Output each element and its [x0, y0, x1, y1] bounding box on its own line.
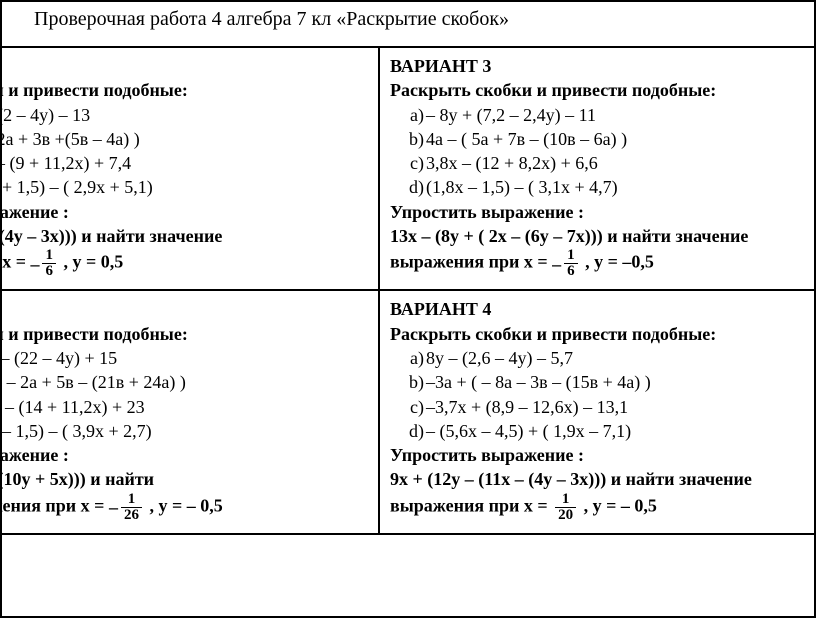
- list-item: а – ( 2а + 3в +(5в – 4а) ): [0, 127, 368, 151]
- tail-pre: ие выражения при х =: [0, 495, 109, 515]
- frac-num: 1: [564, 248, 578, 264]
- item-text: 8у – (2,6 – 4у) – 5,7: [426, 348, 573, 368]
- frac-num: 1: [555, 492, 576, 508]
- tail-pre: выражения при х =: [390, 495, 552, 515]
- item-text: –3а + ( – 8а – 3в – (15в + 4а) ): [426, 372, 651, 392]
- tail-line: ие выражения при х = –126 , у = – 0,5: [0, 492, 368, 523]
- list-item: 8,3х – (9 + 11,2х) + 7,4: [0, 151, 368, 175]
- tail-line: ения при х = –16 , у = 0,5: [0, 248, 368, 279]
- item-letter: a): [404, 103, 424, 127]
- cell-variant-1: АНТ 1 ть скобки и привести подобные: 5у …: [0, 47, 379, 290]
- tail-line: выражения при х = 120 , у = – 0,5: [390, 492, 806, 523]
- list-item: –9,5х – (14 + 11,2х) + 23: [0, 395, 368, 419]
- task2-label: тить выражение :: [0, 443, 368, 467]
- item-letter: d): [404, 419, 424, 443]
- expr-line: 13х – (8у + ( 2х – (6у – 7х))) и найти з…: [390, 224, 806, 248]
- fraction: 120: [555, 492, 576, 523]
- variant-heading: АНТ 2: [0, 297, 368, 321]
- list-item: b)–3а + ( – 8а – 3в – (15в + 4а) ): [426, 370, 806, 394]
- item-text: 4а – ( 5а + 7в – (10в – 6а) ): [426, 129, 627, 149]
- tail-pre: ения при х =: [0, 252, 30, 272]
- task2-label: Упростить выражение :: [390, 443, 806, 467]
- variant-heading: АНТ 1: [0, 54, 368, 78]
- list-item: (0,6х + 1,5) – ( 2,9х + 5,1): [0, 175, 368, 199]
- item-text: 6а + ( – 2а + 5в – (21в + 24а) ): [0, 372, 186, 392]
- list-item: a)8у – (2,6 – 4у) – 5,7: [426, 346, 806, 370]
- item-text: – 8у + (7,2 – 2,4у) – 11: [426, 105, 596, 125]
- item-letter: b): [404, 127, 424, 151]
- worksheet-page: Проверочная работа 4 алгебра 7 кл «Раскр…: [0, 0, 816, 618]
- frac-den: 6: [564, 264, 578, 279]
- list-item: b)4а – ( 5а + 7в – (10в – 6а) ): [426, 127, 806, 151]
- item-letter: b): [404, 370, 424, 394]
- minus-sign: –: [30, 252, 39, 276]
- tail-post: , у = – 0,5: [145, 495, 223, 515]
- items-list: 5у + (2 – 4у) – 13 а – ( 2а + 3в +(5в – …: [0, 103, 368, 200]
- list-item: (2,1х – 1,5) – ( 3,9х + 2,7): [0, 419, 368, 443]
- items-list: –15у – (22 – 4у) + 15 6а + ( – 2а + 5в –…: [0, 346, 368, 443]
- cell-variant-2: АНТ 2 ть скобки и привести подобные: –15…: [0, 290, 379, 533]
- item-text: 8,3х – (9 + 11,2х) + 7,4: [0, 153, 131, 173]
- item-text: –9,5х – (14 + 11,2х) + 23: [0, 397, 145, 417]
- fraction: 126: [121, 492, 142, 523]
- expr-line: у – ( 7х – (10у + 5х))) и найти: [0, 467, 368, 491]
- tail-post: , у = 0,5: [59, 252, 123, 272]
- tail-post: , у = – 0,5: [579, 495, 657, 515]
- task2-label: тить выражение :: [0, 200, 368, 224]
- frac-num: 1: [121, 492, 142, 508]
- item-letter: c): [404, 395, 424, 419]
- cell-variant-4: ВАРИАНТ 4 Раскрыть скобки и привести под…: [379, 290, 816, 533]
- task2-label: Упростить выражение :: [390, 200, 806, 224]
- item-letter: d): [404, 175, 424, 199]
- item-text: (2,1х – 1,5) – ( 3,9х + 2,7): [0, 421, 152, 441]
- task1-label: ть скобки и привести подобные:: [0, 78, 368, 102]
- cell-variant-3: ВАРИАНТ 3 Раскрыть скобки и привести под…: [379, 47, 816, 290]
- list-item: c)3,8х – (12 + 8,2х) + 6,6: [426, 151, 806, 175]
- tail-post: , у = –0,5: [581, 252, 654, 272]
- item-text: –15у – (22 – 4у) + 15: [0, 348, 117, 368]
- item-text: а – ( 2а + 3в +(5в – 4а) ): [0, 129, 140, 149]
- list-item: c)–3,7х + (8,9 – 12,6х) – 13,1: [426, 395, 806, 419]
- expr-line: у + ( 5х – (4у – 3х))) и найти значение: [0, 224, 368, 248]
- item-text: 5у + (2 – 4у) – 13: [0, 105, 90, 125]
- list-item: a)– 8у + (7,2 – 2,4у) – 11: [426, 103, 806, 127]
- task1-label: Раскрыть скобки и привести подобные:: [390, 78, 806, 102]
- list-item: d)– (5,6х – 4,5) + ( 1,9х – 7,1): [426, 419, 806, 443]
- items-list: a)– 8у + (7,2 – 2,4у) – 11 b)4а – ( 5а +…: [390, 103, 806, 200]
- minus-sign: –: [552, 252, 561, 276]
- fraction: 16: [42, 248, 56, 279]
- variant-heading: ВАРИАНТ 3: [390, 54, 806, 78]
- tail-line: выражения при х = –16 , у = –0,5: [390, 248, 806, 279]
- item-text: 3,8х – (12 + 8,2х) + 6,6: [426, 153, 598, 173]
- item-text: –3,7х + (8,9 – 12,6х) – 13,1: [426, 397, 628, 417]
- tail-pre: выражения при х =: [390, 252, 552, 272]
- fraction: 16: [564, 248, 578, 279]
- frac-num: 1: [42, 248, 56, 264]
- item-text: (1,8х – 1,5) – ( 3,1х + 4,7): [426, 177, 618, 197]
- item-letter: a): [404, 346, 424, 370]
- variant-heading: ВАРИАНТ 4: [390, 297, 806, 321]
- variants-table: АНТ 1 ть скобки и привести подобные: 5у …: [0, 46, 816, 535]
- item-text: – (5,6х – 4,5) + ( 1,9х – 7,1): [426, 421, 631, 441]
- task1-label: ть скобки и привести подобные:: [0, 322, 368, 346]
- list-item: d)(1,8х – 1,5) – ( 3,1х + 4,7): [426, 175, 806, 199]
- item-text: (0,6х + 1,5) – ( 2,9х + 5,1): [0, 177, 153, 197]
- list-item: 5у + (2 – 4у) – 13: [0, 103, 368, 127]
- frac-den: 20: [555, 508, 576, 523]
- list-item: 6а + ( – 2а + 5в – (21в + 24а) ): [0, 370, 368, 394]
- frac-den: 26: [121, 508, 142, 523]
- item-letter: c): [404, 151, 424, 175]
- expr-line: 9х + (12у – (11х – (4у – 3х))) и найти з…: [390, 467, 806, 491]
- minus-sign: –: [109, 495, 118, 519]
- task1-label: Раскрыть скобки и привести подобные:: [390, 322, 806, 346]
- frac-den: 6: [42, 264, 56, 279]
- list-item: –15у – (22 – 4у) + 15: [0, 346, 368, 370]
- page-title: Проверочная работа 4 алгебра 7 кл «Раскр…: [34, 8, 509, 31]
- items-list: a)8у – (2,6 – 4у) – 5,7 b)–3а + ( – 8а –…: [390, 346, 806, 443]
